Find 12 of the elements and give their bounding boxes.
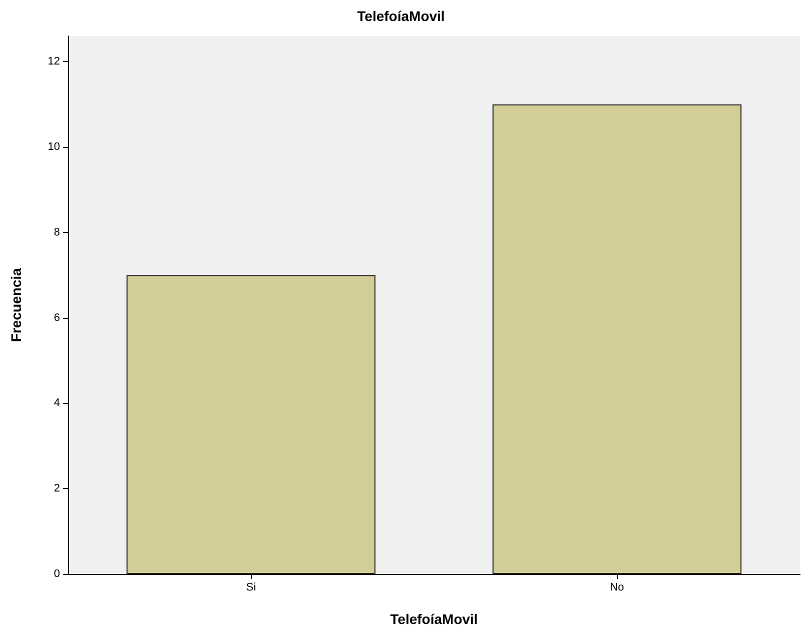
- y-tick-label: 8: [54, 226, 60, 238]
- x-tick-label: Si: [246, 582, 256, 594]
- y-axis-title: Frecuencia: [8, 268, 24, 342]
- x-tick-label: No: [610, 582, 624, 594]
- x-axis-title: TelefoíaMovil: [390, 611, 478, 627]
- y-tick-label: 12: [48, 56, 60, 68]
- y-tick-label: 6: [54, 312, 60, 324]
- y-tick-label: 0: [54, 568, 60, 580]
- chart-title: TelefoíaMovil: [357, 8, 445, 24]
- y-tick-label: 10: [48, 141, 60, 154]
- y-tick-label: 2: [54, 482, 60, 495]
- y-tick-label: 4: [54, 397, 60, 410]
